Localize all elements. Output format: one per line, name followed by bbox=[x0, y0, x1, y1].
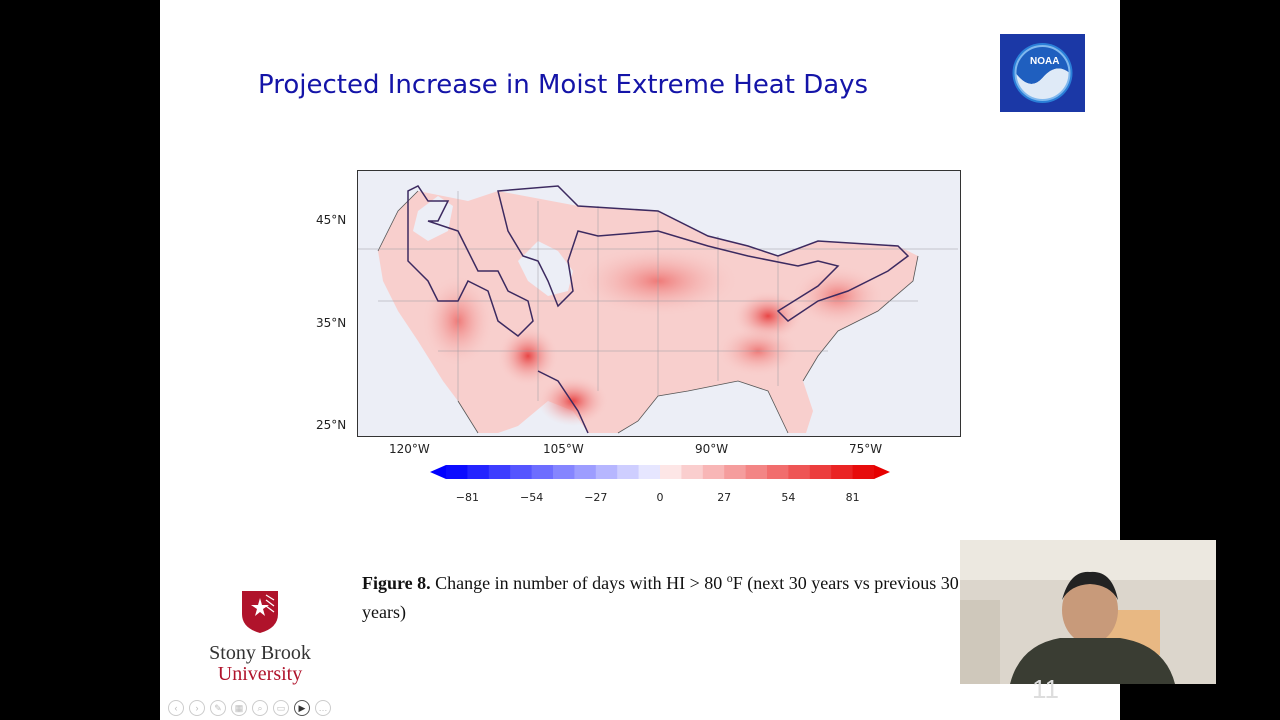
slide: Projected Increase in Moist Extreme Heat… bbox=[160, 0, 1120, 720]
slide-title: Projected Increase in Moist Extreme Heat… bbox=[258, 70, 869, 100]
caption-label: Figure 8. bbox=[362, 573, 431, 593]
colorbar-min-arrow bbox=[430, 465, 446, 479]
colorbar-segment bbox=[724, 465, 747, 479]
caption-degree: o bbox=[726, 571, 733, 585]
next-icon[interactable]: › bbox=[189, 700, 205, 716]
colorbar-segment bbox=[660, 465, 682, 479]
shield-icon bbox=[242, 591, 278, 633]
colorbar-tick-label: −54 bbox=[519, 491, 544, 504]
colorbar-tick-label: 81 bbox=[845, 491, 860, 504]
colorbar-tick-label: −81 bbox=[455, 491, 479, 504]
x-tick-label: 90°W bbox=[695, 442, 729, 456]
noaa-logo: NOAA bbox=[1000, 34, 1085, 112]
x-tick-label: 120°W bbox=[389, 442, 430, 456]
colorbar-segment bbox=[553, 465, 575, 479]
pen-icon[interactable]: ✎ bbox=[210, 700, 226, 716]
us-map-heat bbox=[358, 171, 960, 436]
colorbar-segment bbox=[595, 465, 618, 479]
colorbar-tick-label: 54 bbox=[781, 491, 796, 504]
university-name: Stony Brook bbox=[209, 642, 311, 664]
colorbar-segment bbox=[788, 465, 811, 479]
colorbar-segment bbox=[510, 465, 533, 479]
subtitle-icon[interactable]: ▭ bbox=[273, 700, 289, 716]
colorbar-segment bbox=[574, 465, 597, 479]
y-tick-label: 35°N bbox=[316, 316, 347, 330]
colorbar-segment bbox=[809, 465, 832, 479]
slides-icon[interactable]: ▦ bbox=[231, 700, 247, 716]
colorbar-tick-label: −27 bbox=[584, 491, 608, 504]
colorbar-segment bbox=[831, 465, 854, 479]
x-tick-label: 105°W bbox=[543, 442, 584, 456]
colorbar: −81 −54 −27 0 27 54 81 bbox=[430, 464, 890, 505]
colorbar-max-arrow bbox=[874, 465, 890, 479]
camera-icon[interactable]: ▶ bbox=[294, 700, 310, 716]
caption-text: Change in number of days with HI > 80 bbox=[430, 573, 727, 593]
university-word: University bbox=[217, 663, 303, 685]
colorbar-segment bbox=[745, 465, 768, 479]
more-icon[interactable]: … bbox=[315, 700, 331, 716]
map-plot-area bbox=[357, 170, 961, 437]
colorbar-tick-label: 0 bbox=[656, 491, 664, 504]
colorbar-segment bbox=[488, 465, 511, 479]
colorbar-segment bbox=[702, 465, 725, 479]
colorbar-segment bbox=[681, 465, 704, 479]
y-tick-label: 25°N bbox=[316, 418, 347, 432]
colorbar-segment bbox=[638, 465, 661, 479]
presenter-toolbar: ‹ › ✎ ▦ ⌕ ▭ ▶ … bbox=[168, 700, 331, 716]
colorbar-segment bbox=[852, 465, 875, 479]
zoom-icon[interactable]: ⌕ bbox=[252, 700, 268, 716]
colorbar-segment bbox=[531, 465, 554, 479]
y-tick-label: 45°N bbox=[316, 213, 347, 227]
colorbar-segment bbox=[467, 465, 490, 479]
x-tick-label: 75°W bbox=[849, 442, 883, 456]
stony-brook-logo: Stony Brook University bbox=[200, 590, 320, 685]
figure-caption: Figure 8. Change in number of days with … bbox=[362, 564, 962, 627]
prev-icon[interactable]: ‹ bbox=[168, 700, 184, 716]
colorbar-segment bbox=[767, 465, 789, 479]
colorbar-segment bbox=[446, 465, 468, 479]
colorbar-segment bbox=[617, 465, 640, 479]
presenter-webcam bbox=[960, 540, 1216, 684]
caption-text-2: F (next 30 years vs previous 30 years) bbox=[362, 573, 959, 622]
slide-number: 11 bbox=[1032, 674, 1059, 704]
colorbar-graphic bbox=[430, 465, 890, 479]
colorbar-tick-label: 27 bbox=[717, 491, 732, 504]
